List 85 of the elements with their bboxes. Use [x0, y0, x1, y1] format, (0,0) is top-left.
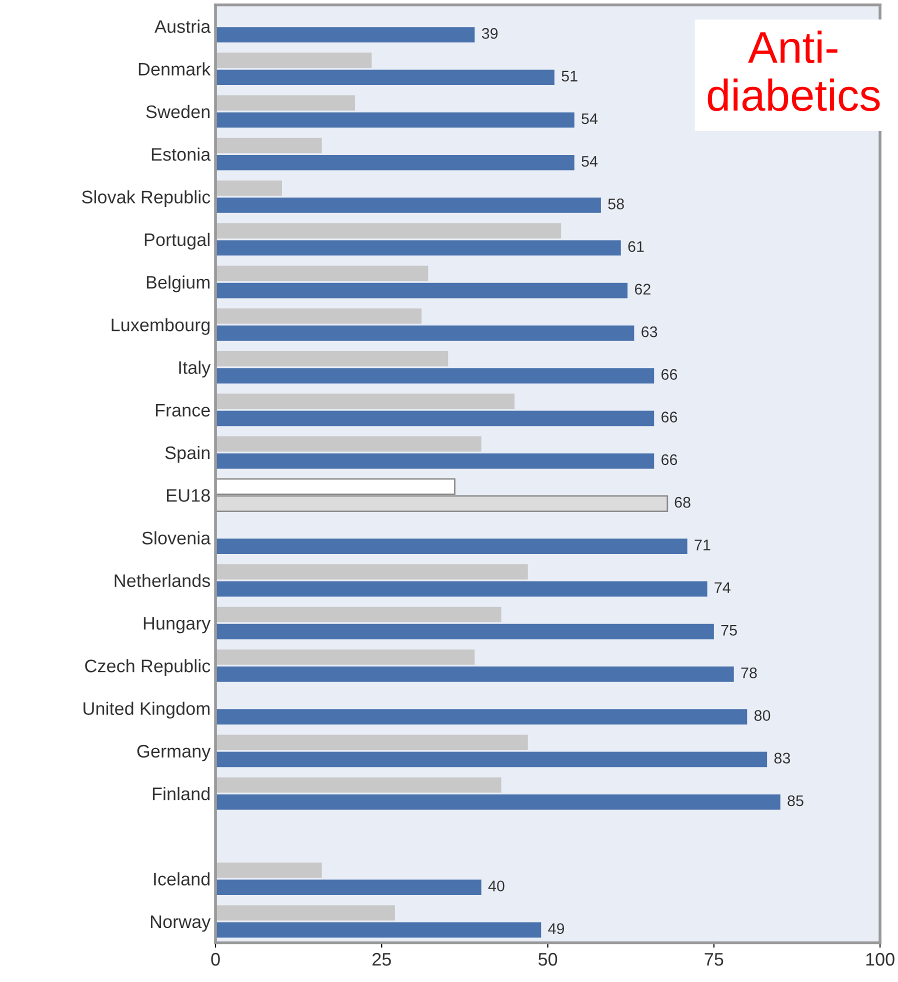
y-tick-label: Slovak Republic — [82, 190, 210, 208]
bar — [216, 649, 475, 665]
y-tick-label: Hungary — [144, 617, 211, 634]
bar — [216, 752, 768, 768]
y-tick-label: Iceland — [154, 872, 210, 886]
y-tick-label: Germany — [137, 744, 211, 762]
bar — [216, 862, 322, 878]
bar — [216, 154, 574, 170]
bar — [216, 308, 422, 324]
data-label: 39 — [482, 28, 498, 39]
bar — [216, 734, 528, 750]
data-label: 61 — [628, 241, 644, 252]
y-tick-label: Spain — [165, 446, 210, 463]
data-label: 74 — [714, 582, 730, 593]
bar — [216, 198, 601, 213]
bar — [216, 624, 714, 640]
y-tick-label: Portugal — [144, 232, 210, 250]
bar — [216, 777, 502, 793]
bar — [216, 905, 395, 921]
bar — [216, 368, 654, 384]
bar — [216, 112, 574, 128]
bar — [216, 794, 780, 810]
bar — [216, 240, 621, 256]
bar — [216, 52, 372, 68]
bar — [216, 666, 734, 682]
y-tick-label: Austria — [154, 20, 211, 33]
bar — [216, 606, 502, 622]
y-tick-label: Sweden — [146, 104, 210, 118]
data-label: 62 — [634, 284, 650, 295]
y-tick-label: Netherlands — [114, 574, 210, 588]
bar — [216, 581, 708, 597]
x-tick-label: 25 — [372, 952, 391, 966]
bar — [216, 282, 628, 298]
bar — [216, 70, 554, 86]
data-label: 40 — [488, 880, 504, 892]
data-label: 54 — [582, 113, 598, 124]
bar — [216, 922, 542, 938]
bar — [216, 410, 654, 426]
bar — [216, 266, 428, 282]
data-label: 78 — [741, 667, 757, 678]
bar — [216, 27, 475, 42]
data-label: 68 — [674, 496, 690, 508]
bar — [216, 453, 654, 469]
data-label: 66 — [662, 454, 678, 466]
bar — [216, 95, 356, 111]
y-tick-label: Belgium — [146, 275, 210, 292]
x-tick-label: 50 — [538, 952, 558, 966]
data-label: 80 — [754, 710, 770, 721]
x-tick-label: 0 — [211, 952, 220, 966]
x-tick-label: 100 — [866, 952, 894, 966]
data-label: 54 — [582, 156, 598, 167]
bar — [216, 180, 282, 196]
data-label: 63 — [642, 326, 658, 338]
bar — [216, 138, 322, 154]
y-tick-label: Czech Republic — [85, 659, 210, 676]
y-tick-label: Italy — [179, 360, 211, 378]
bar — [216, 709, 748, 724]
y-tick-label: France — [156, 404, 210, 417]
data-label: 66 — [662, 412, 678, 422]
x-tick-label: 75 — [704, 953, 724, 966]
bar — [216, 564, 528, 580]
data-label: 51 — [562, 70, 578, 82]
y-tick-label: Norway — [150, 916, 211, 932]
data-label: 58 — [608, 198, 624, 210]
data-label: 49 — [548, 923, 564, 934]
bar — [216, 351, 448, 366]
y-tick-label: EU18 — [166, 489, 210, 502]
y-tick-label: Denmark — [138, 62, 211, 76]
y-tick-label: Luxembourg — [112, 318, 210, 335]
bar — [216, 436, 482, 452]
bar — [216, 538, 688, 554]
bar — [216, 880, 482, 895]
y-tick-label: Estonia — [152, 148, 211, 161]
bar — [216, 325, 634, 341]
data-label: 83 — [774, 752, 790, 764]
y-tick-label: Slovenia — [142, 531, 211, 544]
bar — [216, 223, 562, 239]
data-label: 85 — [788, 795, 804, 806]
bar — [216, 394, 515, 410]
annotation: Anti- diabetics — [708, 30, 880, 112]
y-tick-label: Finland — [152, 786, 210, 800]
y-tick-label: United Kingdom — [84, 702, 210, 719]
data-label: 75 — [721, 624, 737, 636]
data-label: 66 — [662, 369, 678, 380]
data-label: 71 — [694, 540, 710, 550]
